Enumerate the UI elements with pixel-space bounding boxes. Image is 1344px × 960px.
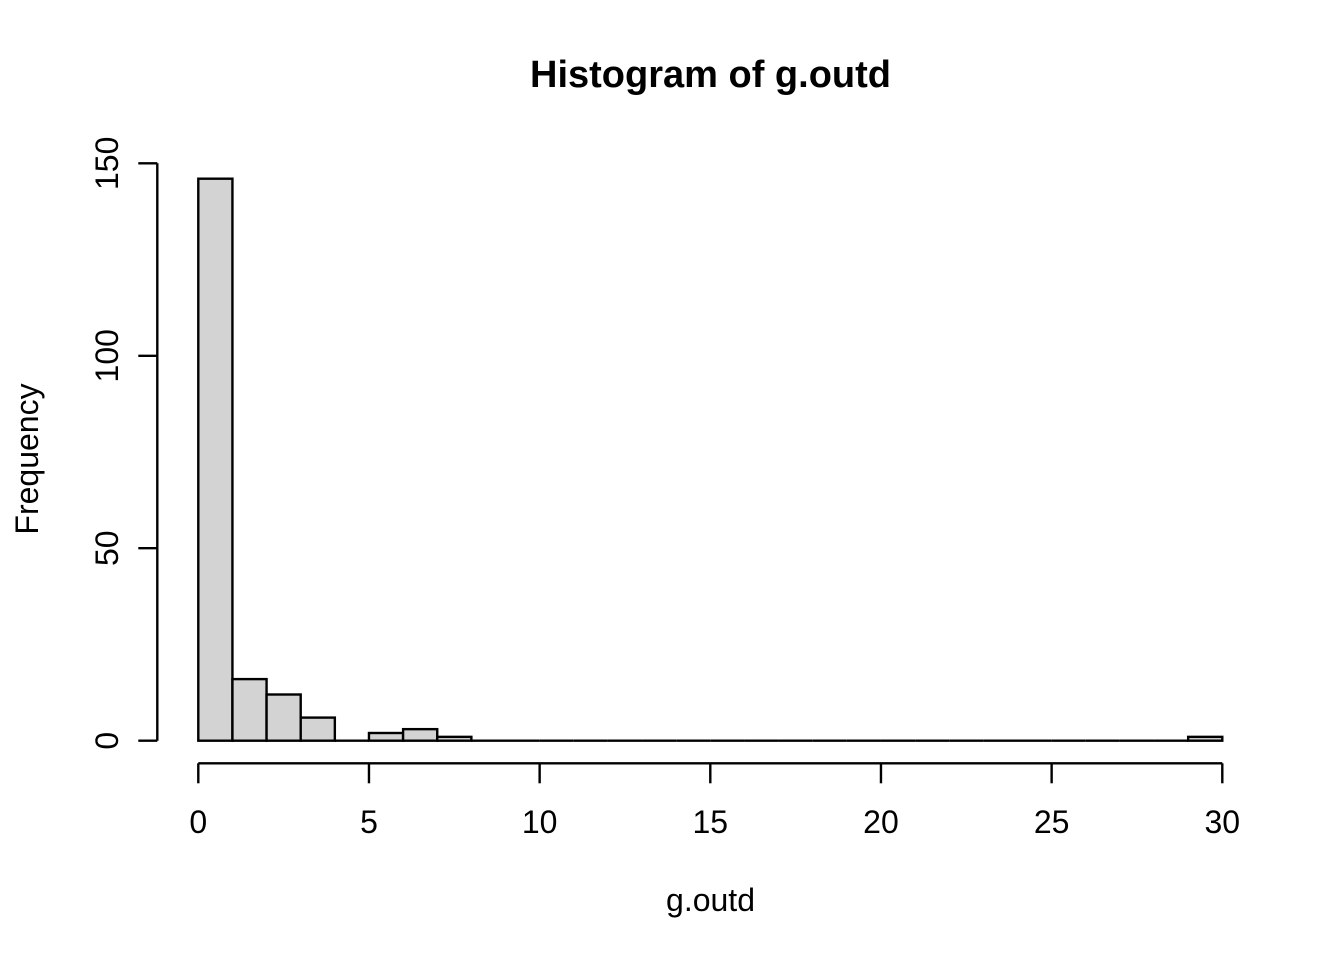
y-tick-label: 0 <box>89 732 125 750</box>
x-tick-label: 0 <box>189 804 207 840</box>
x-tick-label: 30 <box>1205 804 1241 840</box>
histogram-bar <box>367 731 405 742</box>
histogram-bar <box>299 716 337 742</box>
histogram-bar <box>401 727 439 742</box>
y-tick-label: 50 <box>89 530 125 566</box>
histogram-bar <box>197 177 234 742</box>
y-axis-label: Frequency <box>9 383 45 535</box>
x-tick-label: 25 <box>1034 804 1070 840</box>
chart-title: Histogram of g.outd <box>530 54 891 96</box>
histogram-bar <box>1186 735 1224 742</box>
x-tick-label: 20 <box>863 804 899 840</box>
y-tick-label: 150 <box>89 137 125 190</box>
histogram-bar <box>231 677 268 742</box>
x-axis-label: g.outd <box>666 882 755 918</box>
histogram-bar <box>436 735 473 742</box>
y-tick-label: 100 <box>89 329 125 382</box>
x-tick-label: 15 <box>693 804 729 840</box>
x-tick-label: 10 <box>522 804 558 840</box>
x-tick-label: 5 <box>360 804 378 840</box>
histogram-bar <box>265 693 302 742</box>
